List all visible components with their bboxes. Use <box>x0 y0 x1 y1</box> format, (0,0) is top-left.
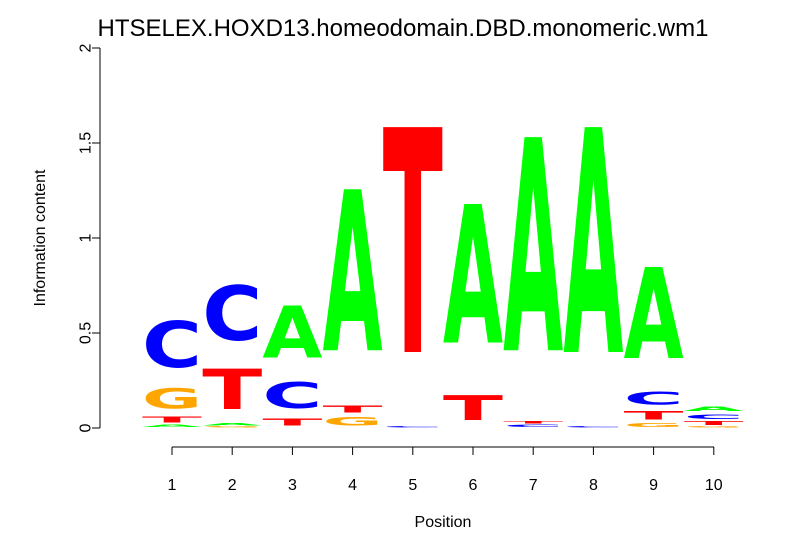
x-ticks: 1 2 3 4 5 6 7 8 9 10 <box>168 447 723 494</box>
logo-letter-a: A <box>563 67 623 426</box>
logo-letter-a: A <box>684 405 745 413</box>
logo-letter-t: T <box>323 403 383 414</box>
y-tick-label: 1.5 <box>78 132 95 154</box>
logo-letter-g: G <box>202 426 262 428</box>
y-tick-label: 1 <box>78 233 95 242</box>
x-tick-label: 2 <box>228 477 237 494</box>
chart-title: HTSELEX.HOXD13.homeodomain.DBD.monomeric… <box>98 15 709 42</box>
logo-letter-c: C <box>503 424 563 428</box>
logo-letter-a: A <box>202 422 263 426</box>
logo-letter-g: G <box>684 426 744 428</box>
logo-letter-a: A <box>262 292 322 375</box>
logo-letter-a: A <box>142 424 203 428</box>
logo-letter-g: G <box>624 422 684 428</box>
x-axis-label: Position <box>415 514 472 531</box>
x-tick-label: 6 <box>469 477 478 494</box>
logo-letter-t: T <box>142 415 203 424</box>
logo-letter-t: T <box>262 417 322 428</box>
logo-letter-t: T <box>383 65 443 425</box>
logo-letter-a: A <box>624 241 684 388</box>
logo-letter-t: T <box>443 388 504 428</box>
logo-letter-t: T <box>684 420 745 426</box>
x-tick-label: 3 <box>288 477 297 494</box>
x-tick-label: 1 <box>168 477 177 494</box>
x-tick-label: 7 <box>529 477 538 494</box>
logo-letter-c: C <box>202 271 262 358</box>
logo-letter-t: T <box>202 359 262 423</box>
y-ticks: 0 0.5 1 1.5 2 <box>78 43 100 432</box>
logo-letter-t: T <box>624 409 684 422</box>
y-axis-label: Information content <box>32 169 49 307</box>
x-tick-label: 4 <box>348 477 357 494</box>
logo-letter-c: C <box>262 375 322 417</box>
logo-letter-a: A <box>323 146 383 404</box>
logo-letter-c: C <box>142 309 202 383</box>
logo-letter-a: A <box>443 167 503 388</box>
logo-letter-g: G <box>323 415 383 428</box>
logo-letter-c: C <box>383 426 443 428</box>
x-tick-label: 10 <box>705 477 723 494</box>
y-tick-label: 0.5 <box>78 322 95 344</box>
x-tick-label: 5 <box>408 477 417 494</box>
logo-letter-a: A <box>503 81 563 420</box>
logo-letter-c: C <box>563 426 623 428</box>
logo-letter-g: G <box>142 383 202 415</box>
logo-letter-c: C <box>624 388 684 409</box>
x-tick-label: 9 <box>649 477 658 494</box>
y-tick-label: 2 <box>78 43 95 52</box>
x-tick-label: 8 <box>589 477 598 494</box>
logo-letter-c: C <box>684 413 744 421</box>
logo-letter-t: T <box>503 420 564 424</box>
y-tick-label: 0 <box>78 423 95 432</box>
